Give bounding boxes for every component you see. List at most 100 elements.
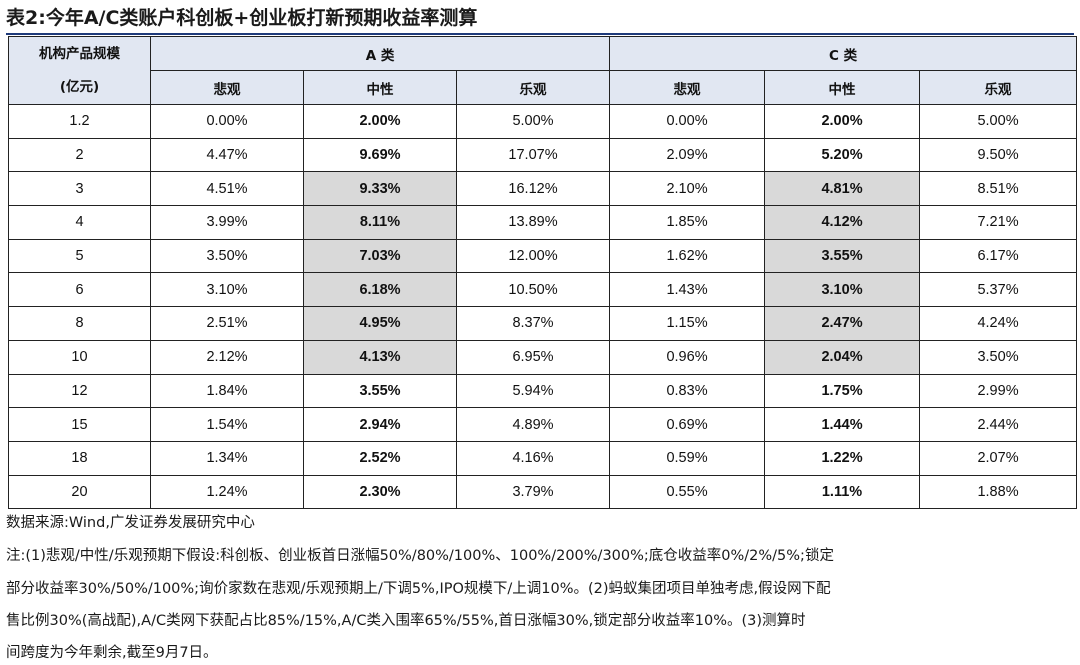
table-row: 6 3.10% 6.18% 10.50% 1.43% 3.10% 5.37% [8,272,1078,308]
footnote-line: 部分收益率30%/50%/100%;询价家数在悲观/乐观预期上/下调5%,IPO… [6,581,831,597]
group-a-header: A 类 [149,36,611,71]
return-cell: 1.62% [609,238,766,274]
table-row: 4 3.99% 8.11% 13.89% 1.85% 4.12% 7.21% [8,205,1078,240]
table-row: 1.2 0.00% 2.00% 5.00% 0.00% 2.00% 5.00% [8,104,1078,139]
scenario-header: 中性 [303,70,457,105]
return-cell: 1.84% [150,373,304,409]
size-cell: 1.2 [8,104,151,139]
return-cell: 2.30% [303,474,457,510]
size-cell: 3 [8,171,151,207]
return-cell: 2.44% [919,407,1078,442]
return-cell: 7.03% [303,238,457,274]
return-cell: 1.88% [919,474,1078,510]
return-cell: 4.24% [919,306,1078,341]
return-cell: 5.00% [919,104,1078,139]
returns-table: 机构产品规模 (亿元) A 类 C 类 悲观 中性 乐观 悲观 中性 乐观 1.… [8,36,1078,510]
return-cell: 2.04% [764,339,921,375]
return-cell: 1.43% [609,272,766,308]
scenario-header: 悲观 [609,70,766,105]
return-cell: 0.83% [609,373,766,409]
return-cell: 0.00% [150,104,304,139]
return-cell: 10.50% [455,272,611,308]
return-cell: 9.33% [303,171,457,207]
size-cell: 4 [8,205,151,240]
return-cell: 3.55% [764,238,921,274]
return-cell: 4.81% [764,171,921,207]
return-cell: 4.89% [455,407,611,442]
return-cell: 9.50% [919,137,1078,173]
return-cell: 2.00% [764,104,921,139]
return-cell: 1.24% [150,474,304,510]
return-cell: 1.22% [764,440,921,476]
return-cell: 3.10% [764,272,921,308]
return-cell: 5.37% [919,272,1078,308]
size-cell: 20 [8,474,151,510]
return-cell: 4.16% [455,440,611,476]
return-cell: 8.37% [455,306,611,341]
return-cell: 8.11% [303,205,457,240]
return-cell: 4.12% [764,205,921,240]
return-cell: 12.00% [455,238,611,274]
return-cell: 1.15% [609,306,766,341]
return-cell: 1.34% [150,440,304,476]
scenario-header: 中性 [764,70,921,105]
table-body: 1.2 0.00% 2.00% 5.00% 0.00% 2.00% 5.00% 2 4.47% 9… [8,104,1078,510]
return-cell: 2.47% [764,306,921,341]
return-cell: 3.55% [303,373,457,409]
table-title: 表2:今年A/C类账户科创板+创业板打新预期收益率测算 [6,7,478,29]
return-cell: 2.00% [303,104,457,139]
return-cell: 1.44% [764,407,921,442]
group-c-header: C 类 [609,36,1078,71]
return-cell: 2.10% [609,171,766,207]
size-cell: 10 [8,339,151,375]
table-row: 3 4.51% 9.33% 16.12% 2.10% 4.81% 8.51% [8,171,1078,207]
scenario-header: 悲观 [150,70,304,105]
size-header-line1: 机构产品规模 [39,45,120,62]
size-header-line2: (亿元) [59,78,100,95]
return-cell: 4.47% [150,137,304,173]
return-cell: 17.07% [455,137,611,173]
scenario-header: 乐观 [455,70,611,105]
return-cell: 3.79% [455,474,611,510]
return-cell: 2.99% [919,373,1078,409]
return-cell: 2.52% [303,440,457,476]
table-row: 8 2.51% 4.95% 8.37% 1.15% 2.47% 4.24% [8,306,1078,341]
size-cell: 12 [8,373,151,409]
return-cell: 4.51% [150,171,304,207]
return-cell: 1.54% [150,407,304,442]
title-rule [6,33,1074,35]
return-cell: 5.00% [455,104,611,139]
table-row: 5 3.50% 7.03% 12.00% 1.62% 3.55% 6.17% [8,238,1078,274]
return-cell: 5.94% [455,373,611,409]
return-cell: 0.00% [609,104,766,139]
return-cell: 3.50% [150,238,304,274]
return-cell: 2.09% [609,137,766,173]
return-cell: 2.07% [919,440,1078,476]
size-cell: 6 [8,272,151,308]
return-cell: 16.12% [455,171,611,207]
size-cell: 5 [8,238,151,274]
size-column-header: 机构产品规模 (亿元) [8,36,151,105]
size-cell: 8 [8,306,151,341]
size-cell: 15 [8,407,151,442]
return-cell: 3.10% [150,272,304,308]
return-cell: 0.69% [609,407,766,442]
return-cell: 3.99% [150,205,304,240]
return-cell: 8.51% [919,171,1078,207]
return-cell: 7.21% [919,205,1078,240]
return-cell: 9.69% [303,137,457,173]
table-row: 20 1.24% 2.30% 3.79% 0.55% 1.11% 1.88% [8,474,1078,510]
table-row: 15 1.54% 2.94% 4.89% 0.69% 1.44% 2.44% [8,407,1078,442]
footnote-line: 间跨度为今年剩余,截至9月7日。 [6,645,218,661]
return-cell: 5.20% [764,137,921,173]
size-cell: 18 [8,440,151,476]
data-source: 数据来源:Wind,广发证券发展研究中心 [6,515,255,531]
return-cell: 6.17% [919,238,1078,274]
return-cell: 2.12% [150,339,304,375]
table-row: 2 4.47% 9.69% 17.07% 2.09% 5.20% 9.50% [8,137,1078,173]
table-row: 10 2.12% 4.13% 6.95% 0.96% 2.04% 3.50% [8,339,1078,375]
return-cell: 6.18% [303,272,457,308]
table-row: 18 1.34% 2.52% 4.16% 0.59% 1.22% 2.07% [8,440,1078,476]
return-cell: 6.95% [455,339,611,375]
scenario-header: 乐观 [919,70,1078,105]
